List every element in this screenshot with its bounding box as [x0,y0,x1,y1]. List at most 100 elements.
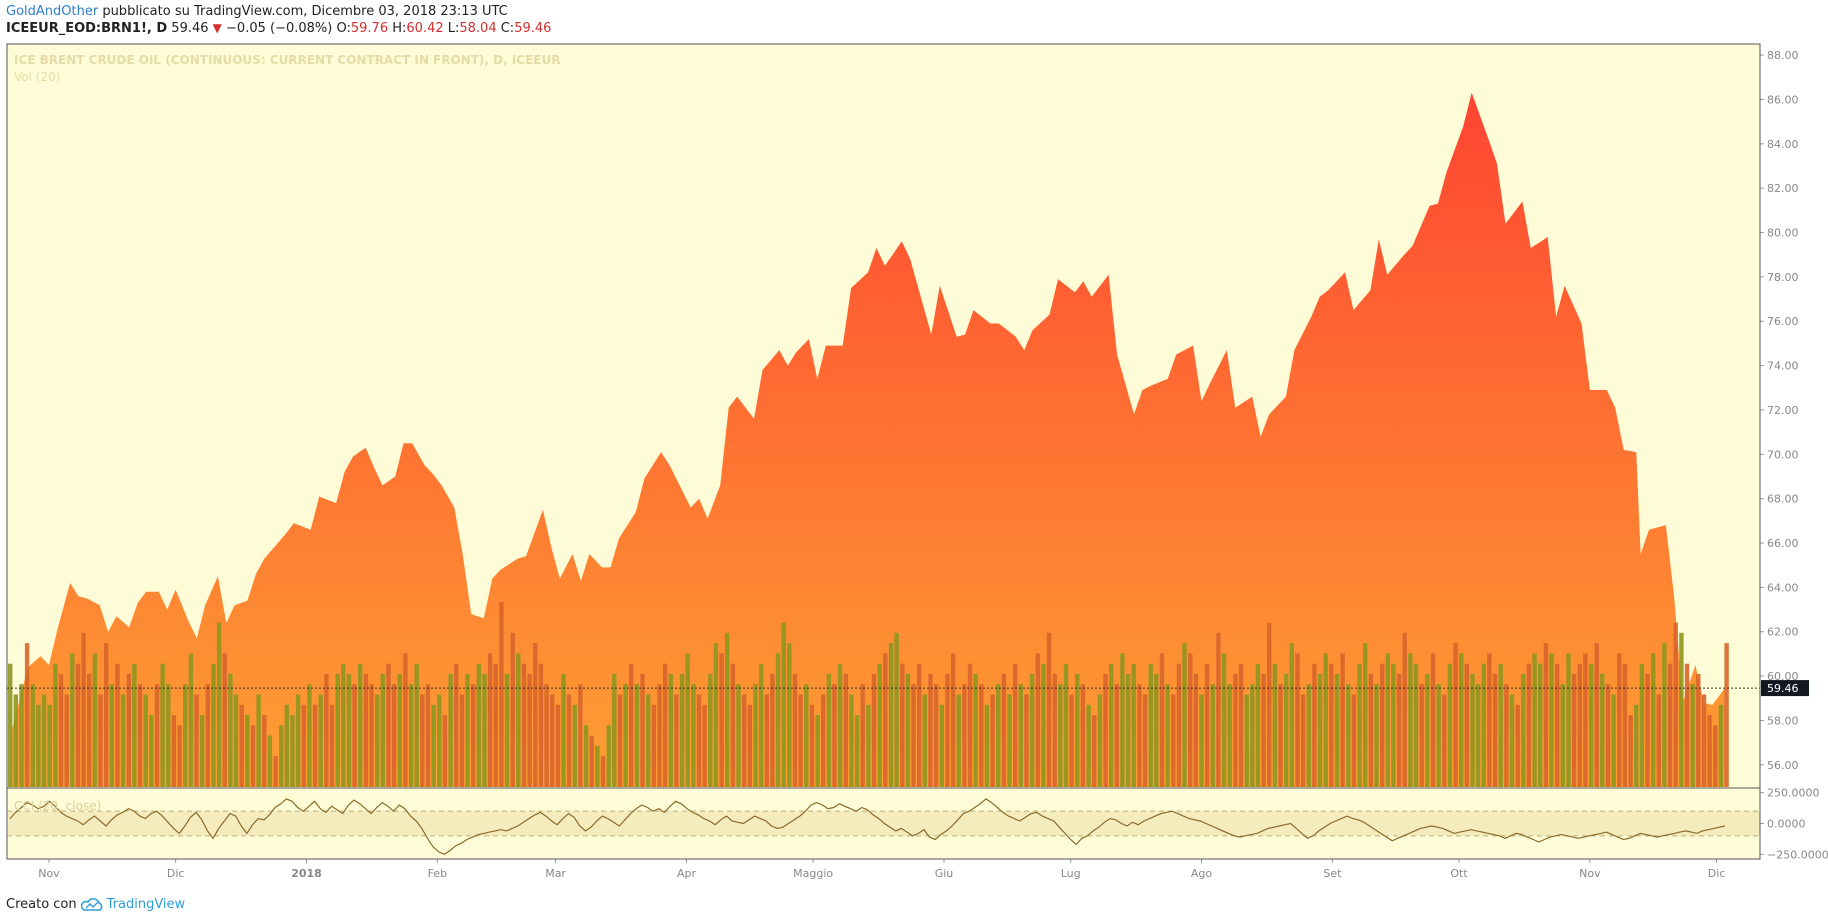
volume-bar [1035,653,1040,787]
volume-bar [984,704,990,787]
volume-bar [1707,715,1712,787]
author-link[interactable]: GoldAndOther [6,4,99,19]
close-label: C: [500,21,515,36]
volume-bar [228,673,233,787]
volume-bar [804,684,809,787]
volume-bar [318,694,323,787]
volume-bar [1221,653,1227,787]
price-tick-label: 76.00 [1767,315,1799,328]
volume-bar [1380,663,1385,787]
volume-bar [871,673,877,787]
volume-bar [1526,663,1532,787]
volume-bar [1583,653,1588,787]
volume-bar [1024,694,1029,787]
volume-bar [1165,684,1170,787]
volume-bar [928,673,933,787]
volume-bar [329,704,335,787]
volume-bar [798,694,803,787]
volume-bar [521,663,527,787]
volume-bar [1244,694,1249,787]
volume-bar [1289,643,1294,787]
volume-bar [1492,673,1498,787]
volume-bar [307,684,312,787]
volume-bar [290,715,295,787]
volume-bar [612,673,617,787]
volume-bar [1639,663,1645,787]
volume-bar [1622,663,1628,787]
time-tick-label: Dic [1708,867,1726,880]
volume-bar [1408,653,1413,787]
volume-bar [19,684,24,787]
volume-bar [222,653,227,787]
volume-bar [459,694,465,787]
volume-bar [386,663,391,787]
volume-bar [956,694,961,787]
volume-bar [962,684,967,787]
volume-bar [448,673,453,787]
volume-bar [324,673,329,787]
cci-line [9,798,1726,855]
volume-bar [1278,684,1283,787]
price-tick-label: 74.00 [1767,360,1799,373]
volume-bar [933,684,939,787]
volume-bar [171,715,177,787]
volume-bar [939,704,944,787]
volume-bar [623,684,628,787]
volume-bar [617,694,623,787]
volume-bar [369,684,374,787]
volume-bar [312,704,318,787]
low-value: 58.04 [459,21,497,36]
time-tick-label: Ott [1450,867,1468,880]
volume-bar [967,663,973,787]
volume-bar [476,663,481,787]
last-price-badge-label: 59.46 [1767,682,1799,695]
volume-bar [685,653,690,787]
volume-bar [1662,643,1667,787]
volume-bar [1560,684,1565,787]
volume-bar [888,643,894,787]
volume-bar [414,663,419,787]
volume-bar [702,704,707,787]
volume-bar [115,663,120,787]
high-label: H: [392,21,407,36]
volume-bar [1255,663,1261,787]
volume-bar [1363,643,1368,787]
volume-bar [1538,663,1543,787]
volume-bar [70,653,75,787]
volume-bar [719,653,724,787]
cci-indicator-label: CCI (20, close) [14,799,101,813]
volume-bar [1617,653,1622,787]
volume-bar [1436,684,1441,787]
volume-bar [1543,643,1549,787]
volume-bar [1684,663,1690,787]
volume-bar [1442,694,1447,787]
volume-bar [1701,694,1707,787]
volume-bar [674,694,679,787]
volume-bar [188,653,194,787]
volume-bar [487,653,493,787]
volume-bar [499,602,504,787]
price-change: −0.05 (−0.08%) [226,21,333,36]
volume-bar [1515,704,1520,787]
tradingview-brand-link[interactable]: TradingView [106,897,186,912]
price-tick-label: 64.00 [1767,581,1799,594]
volume-bar [256,694,261,787]
volume-bar [1075,673,1080,787]
volume-bar [849,694,854,787]
volume-bar [917,663,922,787]
volume-bar [1374,684,1379,787]
volume-bar [1154,673,1159,787]
time-tick-label: Feb [428,867,447,880]
volume-bar [120,694,126,787]
volume-bar [1171,694,1176,787]
volume-bar [1159,653,1165,787]
volume-bar [143,694,148,787]
volume-bar [1114,684,1119,787]
volume-bar [634,684,640,787]
volume-bar [1001,673,1007,787]
volume-bar [1611,694,1616,787]
volume-bar [1182,643,1187,787]
volume-bar [1238,663,1244,787]
volume-bar [81,632,86,787]
